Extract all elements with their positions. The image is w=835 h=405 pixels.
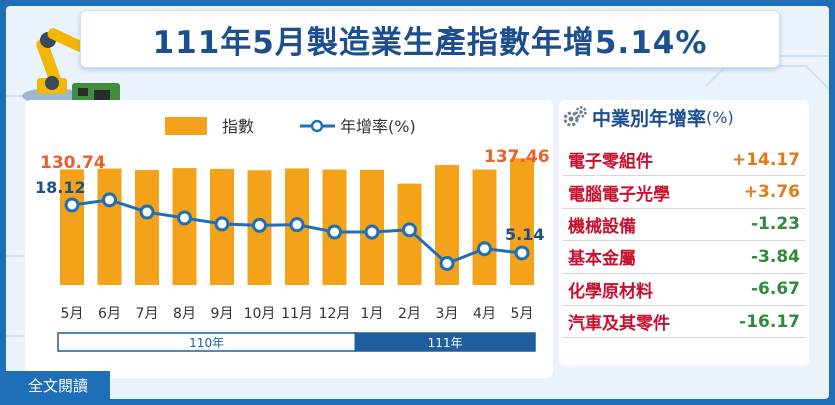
chart-legend: 指數 年增率(%)	[165, 117, 416, 136]
legend-line-marker	[310, 119, 324, 133]
year-group-label-0: 110年	[189, 336, 224, 350]
growth-point-2	[139, 204, 155, 220]
x-tick-label-11: 4月	[473, 306, 496, 322]
growth-point-11	[477, 241, 492, 257]
industry-name: 電子零組件	[568, 152, 653, 173]
industry-value: +14.17	[731, 149, 800, 170]
industry-title-text: 中業別年增率	[592, 107, 707, 130]
bar-11	[472, 169, 497, 285]
bar-3	[172, 168, 197, 285]
industry-value: -16.17	[739, 311, 800, 332]
growth-point-4	[214, 216, 230, 232]
industry-value: -6.67	[751, 279, 800, 300]
growth-point-0	[64, 197, 80, 213]
first-growth-label: 18.12	[35, 178, 86, 197]
industry-value: -1.23	[751, 214, 800, 235]
industry-list: 電子零組件 +14.17 電腦電子光學 +3.76 機械設備 -1.23 基本金屬 -3.84…	[562, 144, 806, 339]
bar-1	[97, 168, 122, 285]
growth-point-3	[177, 210, 192, 226]
industry-panel	[559, 100, 809, 366]
x-tick-label-10: 3月	[436, 306, 459, 322]
industry-value: -3.84	[751, 246, 800, 267]
x-tick-label-7: 12月	[319, 306, 351, 322]
x-tick-label-9: 2月	[398, 306, 421, 322]
industry-name: 電腦電子光學	[568, 184, 670, 205]
bar-2	[135, 170, 159, 285]
bar-12	[510, 158, 534, 285]
industry-row-0: 電子零組件 +14.17	[562, 144, 806, 177]
industry-value: +3.76	[743, 182, 800, 203]
title-banner: 111年5月製造業生產指數年增5.14%	[80, 10, 780, 68]
x-tick-label-5: 10月	[244, 306, 276, 322]
industry-row-5: 汽車及其零件 -16.17	[562, 306, 806, 339]
industry-name: 化學原材料	[568, 281, 653, 302]
x-tick-label-0: 5月	[61, 306, 84, 322]
legend-index-label: 指數	[222, 117, 254, 136]
growth-point-7	[327, 224, 342, 240]
first-index-label: 130.74	[40, 153, 106, 173]
industry-name: 機械設備	[568, 216, 636, 237]
legend-bar-swatch	[165, 117, 207, 135]
industry-name: 基本金屬	[568, 249, 636, 270]
industry-name: 汽車及其零件	[568, 314, 670, 335]
legend-growth-label: 年增率(%)	[340, 117, 416, 136]
x-tick-label-1: 6月	[98, 306, 121, 322]
x-tick-label-6: 11月	[281, 306, 313, 322]
growth-point-10	[439, 255, 455, 271]
x-tick-label-12: 5月	[511, 306, 534, 322]
growth-point-1	[102, 192, 117, 208]
read-full-text-button[interactable]: 全文閱讀	[6, 371, 110, 399]
growth-point-12	[514, 245, 530, 261]
industry-title-unit: (%)	[706, 107, 734, 127]
x-tick-label-3: 8月	[173, 306, 196, 322]
industry-row-2: 機械設備 -1.23	[562, 209, 806, 242]
growth-point-5	[252, 217, 267, 233]
last-index-label: 137.46	[484, 147, 550, 167]
last-growth-label: 5.14	[505, 225, 544, 244]
x-tick-label-8: 1月	[361, 306, 384, 322]
x-tick-label-4: 9月	[211, 306, 234, 322]
industry-row-4: 化學原材料 -6.67	[562, 274, 806, 306]
year-group-bar-1	[354, 332, 536, 352]
gear-icon	[563, 106, 587, 127]
growth-point-6	[289, 217, 305, 233]
year-group-label-1: 111年	[428, 336, 463, 350]
industry-title: 中業別年增率 (%)	[562, 100, 734, 134]
growth-point-8	[364, 224, 380, 240]
x-tick-label-2: 7月	[136, 306, 159, 322]
page-title: 111年5月製造業生產指數年增5.14%	[152, 24, 708, 61]
bar-0	[60, 169, 84, 285]
industry-row-1: 電腦電子光學 +3.76	[562, 176, 806, 209]
industry-row-3: 基本金屬 -3.84	[562, 241, 806, 274]
growth-point-9	[402, 222, 417, 238]
